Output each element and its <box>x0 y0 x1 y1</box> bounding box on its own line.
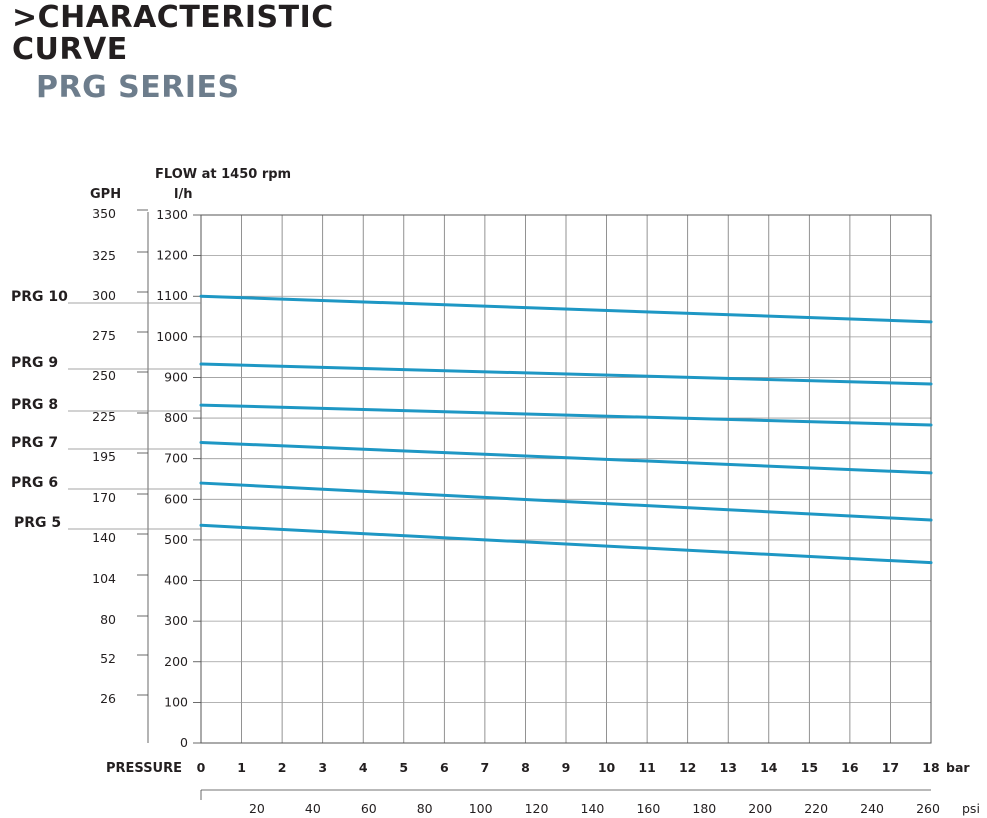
bar-tick-label: 8 <box>521 760 530 775</box>
lh-tick-label: 500 <box>164 532 188 547</box>
flow-title: FLOW at 1450 rpm <box>155 167 291 182</box>
model-label: PRG 10 <box>11 289 68 305</box>
series-line <box>199 440 933 475</box>
gph-axis-label: GPH <box>90 187 121 202</box>
model-label: PRG 9 <box>11 355 58 371</box>
bar-tick-label: 11 <box>638 760 655 775</box>
tick-labels: 0 1 2 3 4 5 6 7 8 9 10 11 12 13 14 15 16 17 18010020030040… <box>92 206 940 816</box>
gph-tick-label: 250 <box>92 368 116 383</box>
psi-tick-label: 180 <box>692 801 716 816</box>
psi-tick-label: 80 <box>417 801 433 816</box>
lh-tick-label: 600 <box>164 491 188 506</box>
gph-tick-label: 26 <box>100 691 116 706</box>
bar-tick-label: 15 <box>801 760 818 775</box>
bar-tick-label: 13 <box>720 760 737 775</box>
lh-tick-label: 700 <box>164 451 188 466</box>
bar-tick-label: 9 <box>562 760 571 775</box>
bar-tick-label: 4 <box>359 760 368 775</box>
model-labels: PRG 10 PRG 9 PRG 8 PRG 7 PRG 6 PRG 5 <box>11 289 201 531</box>
chart-subtitle: PRG SERIES <box>36 70 240 105</box>
lh-tick-label: 200 <box>164 654 188 669</box>
lh-tick-label: 300 <box>164 613 188 628</box>
series-line <box>199 294 933 324</box>
psi-tick-label: 260 <box>916 801 940 816</box>
model-label: PRG 8 <box>11 397 58 413</box>
psi-tick-label: 140 <box>581 801 605 816</box>
gph-tick-label: 350 <box>92 206 116 221</box>
gph-tick-label: 275 <box>92 328 116 343</box>
bar-tick-label: 18 <box>922 760 939 775</box>
plot-frame <box>200 214 932 744</box>
lh-tick-label: 1300 <box>156 207 188 222</box>
model-label: PRG 5 <box>14 515 61 531</box>
psi-tick-label: 100 <box>469 801 493 816</box>
lh-tick-label: 100 <box>164 694 188 709</box>
lh-tick-label: 0 <box>180 735 188 750</box>
lh-tick-label: 400 <box>164 573 188 588</box>
series-lines <box>199 294 933 565</box>
bar-tick-label: 1 <box>237 760 246 775</box>
psi-tick-label: 200 <box>748 801 772 816</box>
bar-tick-label: 14 <box>760 760 778 775</box>
bar-tick-label: 7 <box>481 760 490 775</box>
bar-tick-label: 12 <box>679 760 696 775</box>
title-line-2: CURVE <box>12 32 128 67</box>
bar-tick-label: 5 <box>399 760 408 775</box>
gph-tick-label: 225 <box>92 409 116 424</box>
lh-tick-label: 1200 <box>156 248 188 263</box>
bar-tick-label: 2 <box>278 760 287 775</box>
lh-tick-label: 800 <box>164 410 188 425</box>
axes <box>137 209 932 800</box>
axis-labels: FLOW at 1450 rpm GPH l/h PRESSURE bar ps… <box>90 167 980 816</box>
gph-tick-label: 195 <box>92 449 116 464</box>
bar-tick-label: 0 <box>197 760 206 775</box>
psi-tick-label: 60 <box>361 801 377 816</box>
gph-tick-label: 104 <box>92 571 116 586</box>
gph-tick-label: 325 <box>92 248 116 263</box>
grid <box>200 214 932 744</box>
bar-tick-label: 16 <box>841 760 859 775</box>
bar-tick-label: 17 <box>882 760 899 775</box>
psi-tick-label: 40 <box>305 801 321 816</box>
gph-tick-label: 80 <box>100 612 116 627</box>
lh-tick-label: 1000 <box>156 329 188 344</box>
psi-unit-label: psi <box>962 801 980 816</box>
title-line-1: >CHARACTERISTIC <box>12 0 334 35</box>
bar-tick-label: 6 <box>440 760 449 775</box>
lh-tick-label: 900 <box>164 369 188 384</box>
series-line <box>199 362 933 386</box>
psi-tick-label: 220 <box>804 801 828 816</box>
psi-tick-label: 20 <box>249 801 265 816</box>
chart-title: >CHARACTERISTIC CURVE <box>12 2 334 66</box>
gph-tick-label: 52 <box>100 651 116 666</box>
model-label: PRG 6 <box>11 475 58 491</box>
series-line <box>199 481 933 522</box>
gph-tick-label: 300 <box>92 288 116 303</box>
lh-tick-label: 1100 <box>156 288 188 303</box>
psi-tick-label: 240 <box>860 801 884 816</box>
bar-tick-label: 10 <box>598 760 616 775</box>
model-label: PRG 7 <box>11 435 58 451</box>
series-line <box>199 403 933 427</box>
series-line <box>199 523 933 565</box>
gph-tick-label: 170 <box>92 490 116 505</box>
psi-tick-label: 120 <box>525 801 549 816</box>
psi-tick-label: 160 <box>636 801 660 816</box>
gph-tick-label: 140 <box>92 530 116 545</box>
pressure-axis-label: PRESSURE <box>106 761 182 776</box>
lh-axis-label: l/h <box>174 187 192 202</box>
bar-tick-label: 3 <box>318 760 327 775</box>
bar-unit-label: bar <box>946 760 970 775</box>
